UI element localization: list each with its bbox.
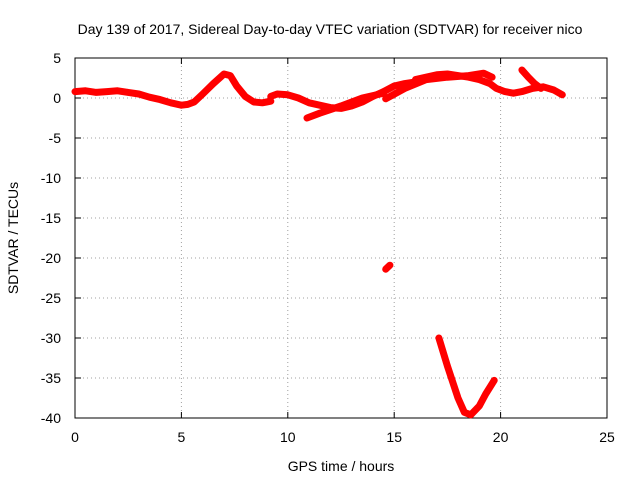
series-segment-1 <box>71 70 275 109</box>
y-tick-label: -35 <box>41 370 61 386</box>
series-segment-8 <box>435 334 498 419</box>
y-axis-label: SDTVAR / TECUs <box>5 182 21 294</box>
y-tick-label: 0 <box>53 90 61 106</box>
chart-title: Day 139 of 2017, Sidereal Day-to-day VTE… <box>78 21 583 37</box>
y-tick-label: -40 <box>41 410 61 426</box>
series-segment-7 <box>382 261 394 273</box>
x-axis-label: GPS time / hours <box>288 458 395 474</box>
data-series <box>71 66 566 419</box>
y-tick-label: -20 <box>41 250 61 266</box>
grid <box>75 58 607 418</box>
x-tick-label: 25 <box>599 429 615 445</box>
y-tick-label: -15 <box>41 210 61 226</box>
series-segment-6 <box>518 66 545 92</box>
y-tick-label: -10 <box>41 170 61 186</box>
plot-frame <box>74 57 608 419</box>
x-tick-label: 15 <box>386 429 402 445</box>
y-tick-label: -25 <box>41 290 61 306</box>
y-tick-label: -30 <box>41 330 61 346</box>
y-tick-label: -5 <box>49 130 62 146</box>
series-segment-3 <box>303 89 388 122</box>
y-tick-label: 5 <box>53 50 61 66</box>
x-tick-label: 20 <box>493 429 509 445</box>
x-tick-label: 5 <box>178 429 186 445</box>
x-tick-label: 10 <box>280 429 296 445</box>
x-tick-label: 0 <box>71 429 79 445</box>
axis-ticks: 0 5 10 15 20 25 5 0 -5 -10 -15 -20 -25 -30 -35 -40 <box>41 50 615 445</box>
